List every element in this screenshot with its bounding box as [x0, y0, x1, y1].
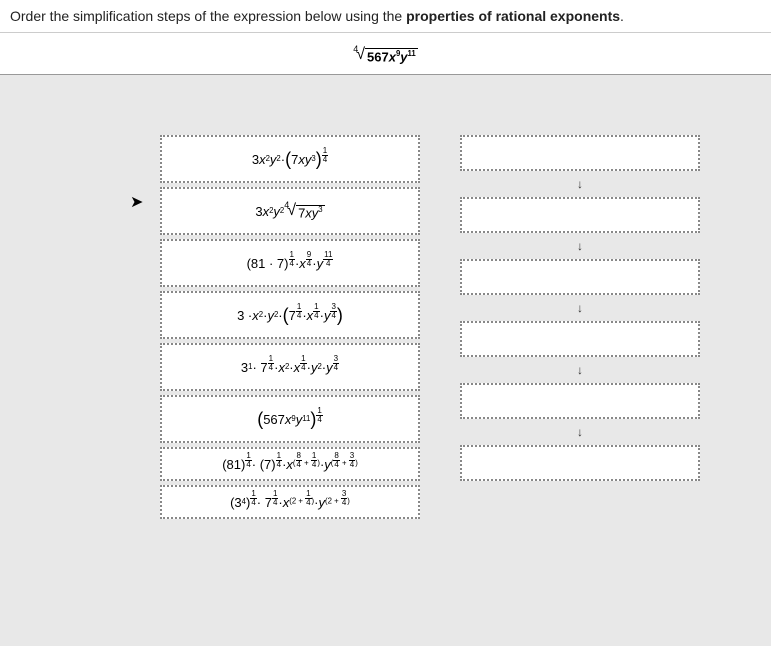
- drop-slot[interactable]: [460, 445, 700, 481]
- drop-targets-column: ↓ ↓ ↓ ↓ ↓: [460, 135, 700, 523]
- down-arrow-icon: ↓: [460, 363, 700, 377]
- prompt-part-a: Order the simplification steps of the ex…: [10, 8, 406, 24]
- drop-slot[interactable]: [460, 135, 700, 171]
- draggable-step[interactable]: (81)14 · (7)14 · x(84 + 14) · y(84 + 34): [160, 447, 420, 481]
- draggable-step[interactable]: 3 · x2 · y2 · (714 · x14 · y34): [160, 291, 420, 339]
- down-arrow-icon: ↓: [460, 425, 700, 439]
- down-arrow-icon: ↓: [460, 177, 700, 191]
- prompt-part-c: .: [620, 8, 624, 24]
- drop-slot[interactable]: [460, 197, 700, 233]
- content-area: 3x2y2 · (7xy3)143x2y2 4√7xy3(81 · 7)14 ·…: [0, 75, 771, 523]
- root-expression: 4 √ 567x9y11: [353, 46, 418, 64]
- radicand-y: y: [400, 49, 407, 64]
- draggable-step[interactable]: (567x9y11)14: [160, 395, 420, 443]
- down-arrow-icon: ↓: [460, 239, 700, 253]
- draggable-step[interactable]: 3x2y2 4√7xy3: [160, 187, 420, 235]
- draggable-step[interactable]: 3x2y2 · (7xy3)14: [160, 135, 420, 183]
- radical-symbol: √: [356, 46, 365, 64]
- prompt-part-b: properties of rational exponents: [406, 8, 620, 24]
- draggable-step[interactable]: 31 · 714 · x2 · x14 · y2 · y34: [160, 343, 420, 391]
- radicand-y-exp: 11: [408, 49, 416, 58]
- draggable-step[interactable]: (81 · 7)14 · x94 · y114: [160, 239, 420, 287]
- down-arrow-icon: ↓: [460, 301, 700, 315]
- draggable-step[interactable]: (34)14 · 714 · x(2 + 14) · y(2 + 34): [160, 485, 420, 519]
- radicand-coef: 567: [367, 49, 389, 64]
- source-items-column: 3x2y2 · (7xy3)143x2y2 4√7xy3(81 · 7)14 ·…: [160, 135, 420, 523]
- radicand: 567x9y11: [365, 48, 418, 64]
- drop-slot[interactable]: [460, 321, 700, 357]
- radicand-x: x: [389, 49, 396, 64]
- drop-slot[interactable]: [460, 383, 700, 419]
- main-expression: 4 √ 567x9y11: [0, 33, 771, 75]
- instruction-header: Order the simplification steps of the ex…: [0, 0, 771, 33]
- mouse-cursor-icon: ➤: [130, 192, 143, 212]
- drop-slot[interactable]: [460, 259, 700, 295]
